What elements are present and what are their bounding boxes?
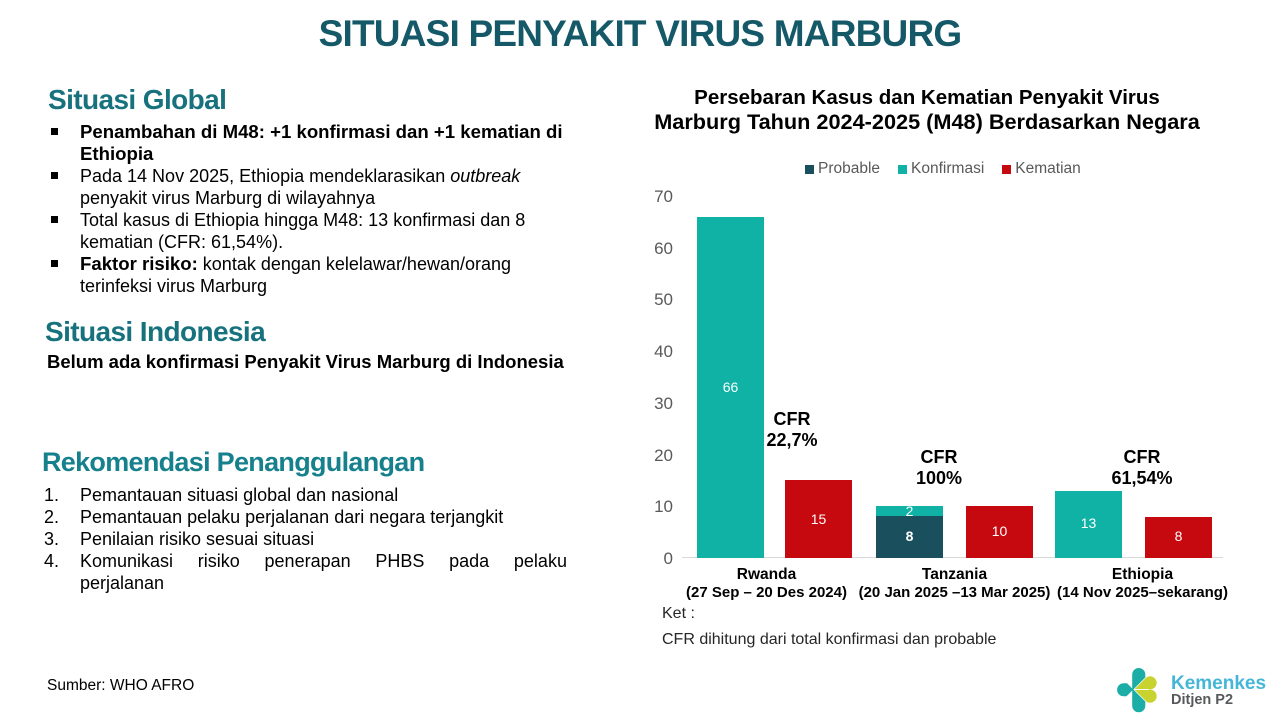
svg-text:Ditjen P2: Ditjen P2 — [1171, 692, 1233, 708]
svg-text:Kemenkes: Kemenkes — [1171, 673, 1266, 694]
